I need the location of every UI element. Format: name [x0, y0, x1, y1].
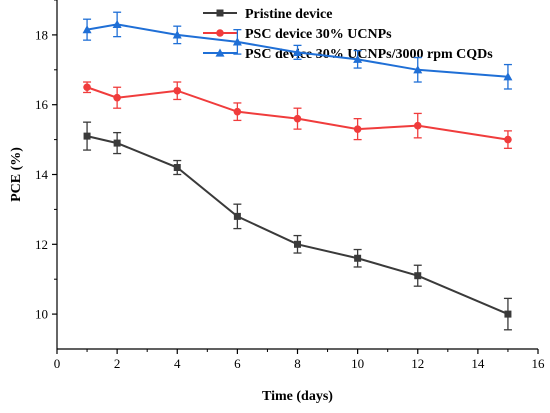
legend-swatch-marker — [216, 29, 224, 37]
data-point — [83, 132, 91, 140]
y-tick-label: 10 — [35, 307, 48, 322]
x-tick-label: 0 — [54, 356, 61, 371]
data-point — [353, 125, 362, 133]
series-line — [86, 23, 509, 78]
series-line — [86, 135, 509, 316]
legend-label: PSC device 30% UCNPs — [245, 27, 392, 42]
data-point — [414, 272, 422, 280]
x-tick-label: 8 — [294, 356, 301, 371]
data-point — [293, 47, 302, 56]
x-tick-label: 2 — [114, 356, 121, 371]
data-point — [353, 54, 363, 63]
y-tick-label: 12 — [35, 237, 48, 252]
data-point — [173, 86, 182, 95]
y-axis-title: PCE (%) — [9, 147, 24, 202]
x-tick-label: 14 — [471, 356, 485, 371]
series-line — [86, 86, 509, 141]
series-triangle — [82, 11, 513, 90]
legend-item: PSC device 30% UCNPs/3000 rpm CQDs — [203, 47, 493, 62]
legend-swatch-marker — [215, 48, 225, 57]
legend-swatch-marker — [216, 9, 224, 17]
data-point — [112, 19, 122, 29]
data-point — [293, 114, 302, 123]
axes-layer: 0 2 4 6 8 10 12 14 16 10 12 14 16 18 — [35, 0, 545, 371]
legend-label: PSC device 30% UCNPs/3000 rpm CQDs — [245, 47, 493, 62]
series-circle — [83, 81, 512, 149]
data-point — [354, 254, 362, 262]
data-point — [232, 37, 242, 46]
y-tick-label: 16 — [35, 97, 49, 112]
x-tick-label: 16 — [532, 356, 546, 371]
series-layer — [82, 11, 513, 331]
data-point — [172, 30, 182, 39]
data-point — [113, 93, 121, 102]
data-point — [504, 135, 512, 144]
data-point — [233, 212, 241, 220]
data-point — [504, 310, 512, 318]
data-point — [233, 107, 242, 116]
legend-label: Pristine device — [245, 7, 332, 22]
x-tick-label: 6 — [234, 356, 241, 371]
data-point — [83, 83, 91, 92]
data-point — [413, 121, 422, 130]
x-tick-label: 12 — [411, 356, 424, 371]
x-tick-label: 10 — [351, 356, 364, 371]
series-square — [83, 121, 512, 331]
y-tick-label: 18 — [35, 27, 48, 42]
data-point — [503, 72, 513, 81]
y-tick-label: 14 — [35, 167, 49, 182]
data-point — [294, 240, 301, 248]
legend: Pristine device PSC device 30% UCNPs PSC d… — [203, 7, 493, 62]
legend-item: PSC device 30% UCNPs — [203, 27, 392, 42]
data-point — [173, 164, 181, 172]
x-tick-label: 4 — [174, 356, 181, 371]
legend-item: Pristine device — [203, 7, 332, 22]
data-point — [113, 139, 121, 147]
data-point — [413, 65, 423, 74]
x-axis-title: Time (days) — [262, 389, 333, 404]
data-point — [82, 25, 92, 34]
